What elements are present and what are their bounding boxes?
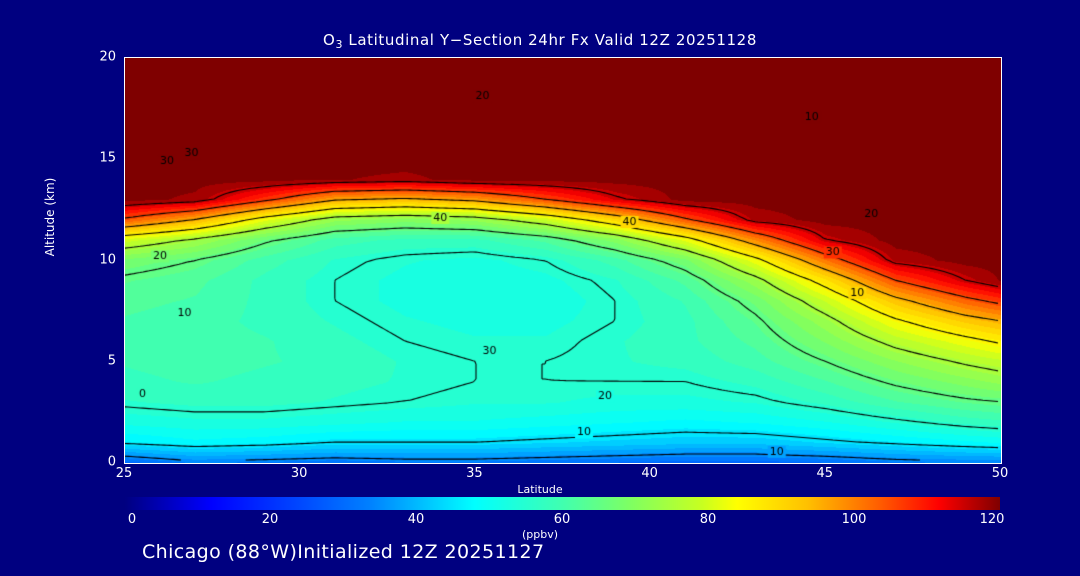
x-axis-ticks: 25 30 35 40 45 50 xyxy=(116,466,1009,484)
colorbar-tick-label: 120 xyxy=(979,512,1005,527)
y-tick-label: 15 xyxy=(99,150,116,166)
colorbar-tick-label: 100 xyxy=(841,512,867,527)
colorbar-tick-label: 60 xyxy=(553,512,571,527)
page-title: O3 Latitudinal Y−Section 24hr Fx Valid 1… xyxy=(0,31,1080,51)
colorbar-tick-label: 40 xyxy=(407,512,425,527)
x-axis-label: Latitude xyxy=(517,483,563,496)
y-axis-label: Altitude (km) xyxy=(43,177,57,257)
footer-caption: Chicago (88°W)Initialized 12Z 20251127 xyxy=(142,541,545,563)
title-text: Latitudinal Y−Section 24hr Fx Valid 12Z … xyxy=(343,31,757,49)
y-tick-label: 20 xyxy=(99,49,116,65)
colorbar-tick-label: 20 xyxy=(261,512,279,527)
y-axis-ticks: 20 15 10 5 0 xyxy=(72,50,116,470)
ozone-cross-section-canvas xyxy=(125,58,1001,463)
x-tick-label: 25 xyxy=(115,466,133,481)
contour-plot[interactable] xyxy=(124,57,1002,464)
colorbar-tick-label: 80 xyxy=(699,512,717,527)
colorbar-ticks: 0 20 40 60 80 100 120 xyxy=(124,512,1005,530)
x-tick-label: 45 xyxy=(816,466,834,481)
colorbar-tick-label: 0 xyxy=(127,512,137,527)
colorbar-unit-label: (ppbv) xyxy=(521,528,559,541)
title-species: O xyxy=(323,31,336,49)
x-tick-label: 50 xyxy=(991,466,1009,481)
y-tick-label: 10 xyxy=(99,252,116,267)
x-tick-label: 30 xyxy=(290,466,308,481)
title-subscript: 3 xyxy=(335,38,344,51)
colorbar-gradient xyxy=(124,497,1000,510)
x-tick-label: 35 xyxy=(466,466,483,481)
y-tick-label: 5 xyxy=(107,353,116,369)
x-tick-label: 40 xyxy=(641,466,658,481)
colorbar[interactable] xyxy=(124,497,1000,510)
y-tick-label: 0 xyxy=(107,454,116,470)
